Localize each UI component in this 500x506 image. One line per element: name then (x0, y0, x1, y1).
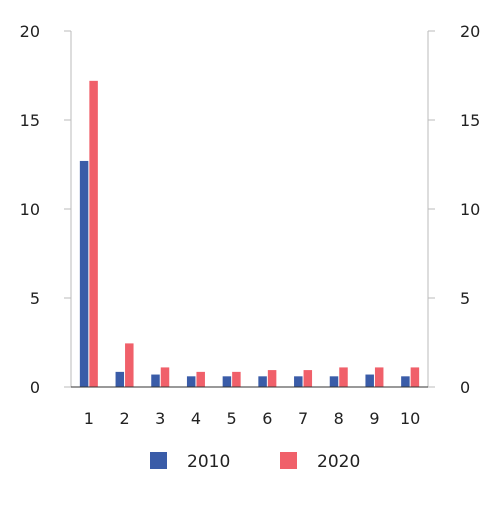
right-y-tick-label: 0 (460, 378, 470, 397)
bar-2010-2 (115, 371, 125, 387)
bar-2020-2 (125, 343, 134, 387)
left-y-tick-label: 15 (20, 111, 40, 130)
left-y-tick-label: 5 (30, 289, 40, 308)
right-y-axis-labels: 0 5 10 15 20 (460, 22, 480, 397)
legend-swatch-2010 (150, 452, 167, 469)
bar-2010-7 (294, 376, 303, 387)
bar-2020-6 (267, 370, 277, 387)
legend-swatch-2020 (280, 452, 297, 469)
x-axis-labels: 1 2 3 4 5 6 7 8 9 10 (84, 409, 421, 428)
x-tick-label: 5 (227, 409, 237, 428)
bar-2020-5 (232, 371, 241, 387)
x-tick-label: 2 (119, 409, 129, 428)
bar-2020-8 (339, 367, 348, 387)
x-tick-label: 6 (262, 409, 272, 428)
legend: 2010 2020 (150, 452, 360, 472)
bars (79, 80, 420, 387)
bar-2020-4 (196, 371, 205, 387)
bar-2010-8 (329, 376, 339, 387)
right-y-tick-label: 5 (460, 289, 470, 308)
bar-2010-4 (186, 376, 196, 387)
bar-2020-1 (89, 80, 98, 387)
left-y-tick-label: 20 (20, 22, 40, 41)
right-y-tick-label: 15 (460, 111, 480, 130)
legend-label-2020: 2020 (317, 452, 360, 472)
bar-2010-10 (401, 376, 410, 387)
right-y-tick-label: 20 (460, 22, 480, 41)
legend-label-2010: 2010 (187, 452, 230, 472)
bar-2010-9 (365, 374, 374, 387)
left-y-tick-label: 10 (20, 200, 40, 219)
bar-2010-1 (79, 160, 89, 387)
x-tick-label: 3 (155, 409, 165, 428)
x-tick-label: 4 (191, 409, 201, 428)
x-tick-label: 10 (400, 409, 420, 428)
bar-2020-9 (374, 367, 384, 387)
bar-2020-3 (160, 367, 170, 387)
x-tick-label: 7 (298, 409, 308, 428)
bar-2020-7 (303, 370, 313, 387)
right-y-tick-marks (428, 30, 435, 388)
bar-2020-10 (410, 367, 420, 387)
bar-2010-5 (222, 376, 232, 387)
bar-2010-3 (151, 374, 160, 387)
bar-2010-6 (258, 376, 267, 387)
left-y-tick-label: 0 (30, 378, 40, 397)
left-y-tick-marks (64, 30, 71, 388)
x-tick-label: 9 (369, 409, 379, 428)
right-y-tick-label: 10 (460, 200, 480, 219)
x-tick-label: 8 (334, 409, 344, 428)
left-y-axis-labels: 0 5 10 15 20 (20, 22, 40, 397)
x-tick-label: 1 (84, 409, 94, 428)
